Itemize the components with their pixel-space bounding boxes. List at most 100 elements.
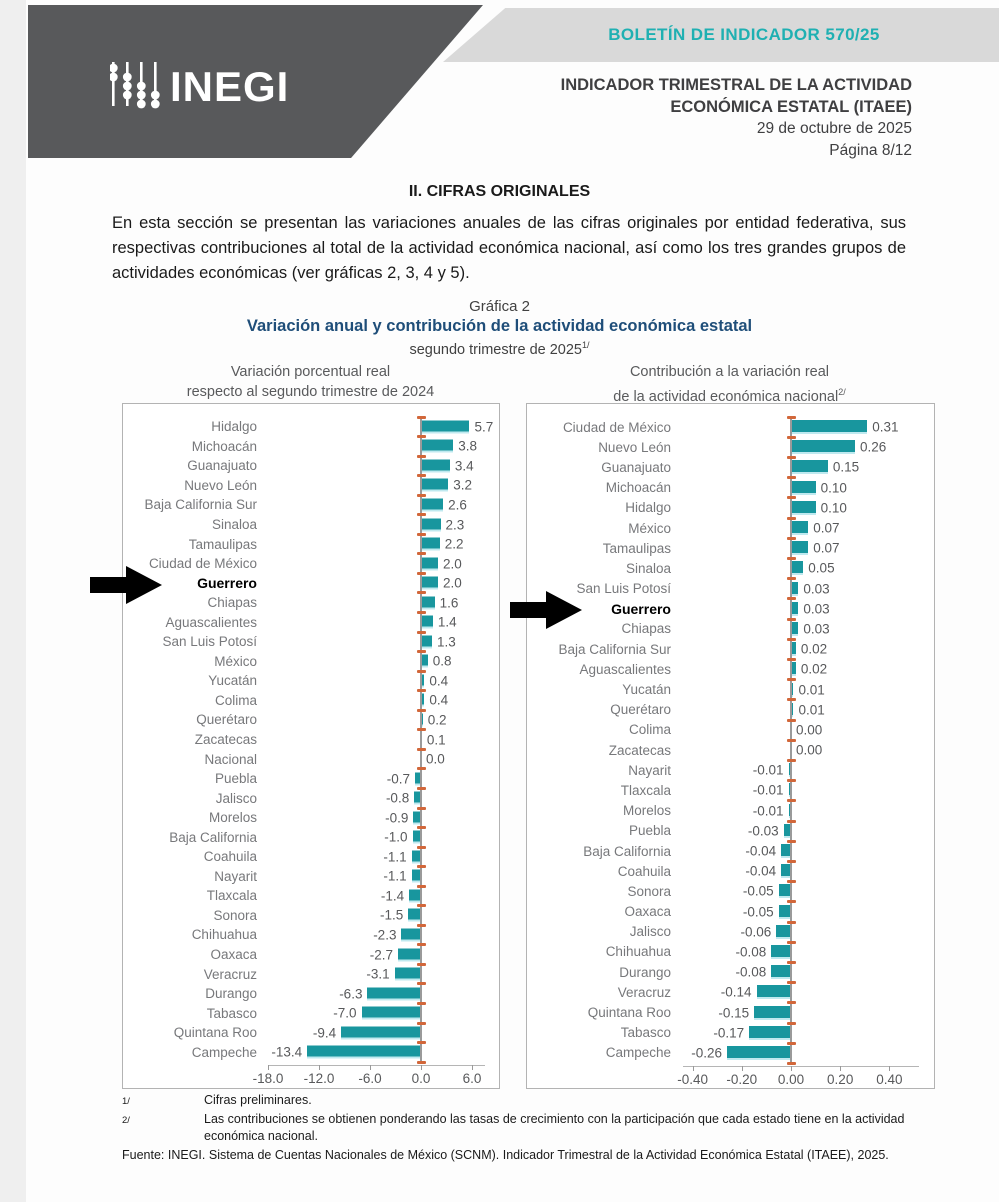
row-boundary-tick	[416, 1002, 426, 1005]
guerrero-highlight-arrow-left	[90, 566, 162, 604]
row-boundary-tick	[786, 597, 796, 601]
bar-cell: 0.02	[679, 639, 929, 659]
state-label: Veracruz	[203, 966, 257, 982]
state-label: Querétaro	[610, 702, 671, 718]
bar-cell: 1.6	[265, 593, 495, 613]
bar	[421, 518, 441, 531]
axis-tick-label: -12.0	[303, 1071, 335, 1087]
bar	[421, 693, 425, 707]
value-label: 0.00	[796, 742, 823, 758]
bar-cell: -0.01	[679, 780, 929, 800]
bar	[411, 869, 421, 883]
value-label: 2.0	[443, 575, 462, 591]
state-label: Nayarit	[628, 762, 671, 778]
chart-row: Nacional 0.0	[123, 749, 499, 769]
row-boundary-tick	[416, 747, 426, 751]
chart-row: Sonora -1.5	[123, 906, 499, 926]
bar	[791, 702, 794, 717]
row-boundary-tick	[786, 981, 796, 985]
chart-row: Veracruz -0.14	[527, 982, 934, 1002]
state-label: Ciudad de México	[562, 419, 671, 435]
bar	[398, 948, 421, 962]
axis-tick	[889, 1066, 891, 1071]
chart-row: Ciudad de México 0.31	[527, 417, 934, 437]
value-label: 0.4	[429, 692, 449, 708]
state-label: Tlaxcala	[206, 888, 257, 904]
bar	[414, 791, 421, 805]
row-boundary-tick	[416, 962, 426, 966]
bar-cell: 0.1	[265, 730, 495, 750]
chart-row: Chihuahua -2.3	[123, 925, 499, 945]
state-label: Colima	[214, 692, 257, 708]
row-boundary-tick	[786, 900, 796, 904]
state-label: Morelos	[208, 810, 257, 826]
source-line: Fuente: INEGI. Sistema de Cuentas Nacion…	[122, 1147, 889, 1162]
state-label: Tamaulipas	[188, 536, 257, 552]
row-boundary-tick	[416, 474, 426, 478]
row-boundary-tick	[786, 920, 796, 924]
chart-row: Quintana Roo -0.15	[527, 1002, 934, 1022]
row-boundary-tick	[786, 415, 796, 419]
row-boundary-tick	[416, 728, 426, 732]
bar-cell: 0.31	[679, 417, 929, 437]
chart-row: Ciudad de México 2.0	[123, 554, 499, 574]
bar	[421, 596, 435, 610]
row-boundary-tick	[786, 1001, 796, 1005]
bar-cell: 0.10	[679, 478, 929, 498]
axis-tick	[370, 1065, 371, 1071]
chart-row: Tamaulipas 2.2	[123, 534, 499, 554]
axis-tick	[791, 1066, 792, 1071]
row-boundary-tick	[416, 1060, 426, 1064]
bar-cell: -0.03	[679, 821, 929, 841]
header-title-block: INDICADOR TRIMESTRAL DE LA ACTIVIDAD ECO…	[442, 74, 912, 162]
bar	[421, 557, 438, 571]
value-label: 2.6	[448, 497, 467, 513]
state-label: Veracruz	[617, 984, 671, 1000]
bar-cell: -0.01	[679, 801, 929, 821]
chart-row: Sonora -0.05	[527, 881, 934, 901]
bar	[776, 924, 791, 939]
source-label: Fuente:	[122, 1147, 165, 1162]
state-label: Puebla	[628, 823, 671, 839]
bar	[415, 772, 421, 786]
chart-row: San Luis Potosí 1.3	[123, 632, 499, 652]
bar	[791, 541, 809, 556]
chart-row: Oaxaca -0.05	[527, 902, 934, 922]
bar-cell: -1.1	[265, 867, 495, 887]
zero-axis-line	[420, 417, 422, 1063]
row-boundary-tick	[416, 650, 426, 654]
right-chart-panel: Ciudad de México 0.31 Nuevo León 0.26 Guanaj…	[526, 403, 935, 1089]
chart-row: México 0.8	[123, 652, 499, 672]
chart-row: Baja California -0.04	[527, 841, 934, 861]
row-boundary-tick	[416, 923, 426, 927]
value-label: 0.03	[803, 581, 830, 597]
value-label: 2.0	[443, 556, 462, 572]
bar-cell: 0.4	[265, 691, 495, 711]
bar	[411, 850, 421, 864]
chart-row: Nayarit -0.01	[527, 760, 934, 780]
state-label: Tabasco	[620, 1025, 671, 1041]
chart-row: Nuevo León 0.26	[527, 437, 934, 457]
state-label: Jalisco	[215, 790, 257, 806]
row-boundary-tick	[416, 552, 426, 556]
value-label: 0.02	[800, 641, 828, 657]
state-label: Sinaloa	[211, 517, 257, 532]
value-label: -0.17	[713, 1025, 745, 1041]
row-boundary-tick	[786, 577, 796, 581]
axis-tick	[472, 1065, 473, 1071]
bar-cell: -0.08	[679, 942, 929, 962]
bar-cell: -0.05	[679, 902, 929, 922]
chart-row: Baja California Sur 2.6	[123, 495, 499, 515]
value-label: 0.15	[832, 459, 860, 475]
value-label: -6.3	[339, 986, 363, 1002]
value-label: 0.4	[429, 673, 449, 689]
bar	[788, 783, 791, 798]
row-boundary-tick	[416, 454, 426, 458]
row-boundary-tick	[416, 1021, 426, 1025]
bar	[791, 561, 804, 576]
footnote-2-marker: 2/	[122, 1114, 130, 1126]
state-label: San Luis Potosí	[162, 634, 257, 650]
axis-tick-label: -18.0	[252, 1071, 284, 1087]
bar	[394, 967, 421, 981]
